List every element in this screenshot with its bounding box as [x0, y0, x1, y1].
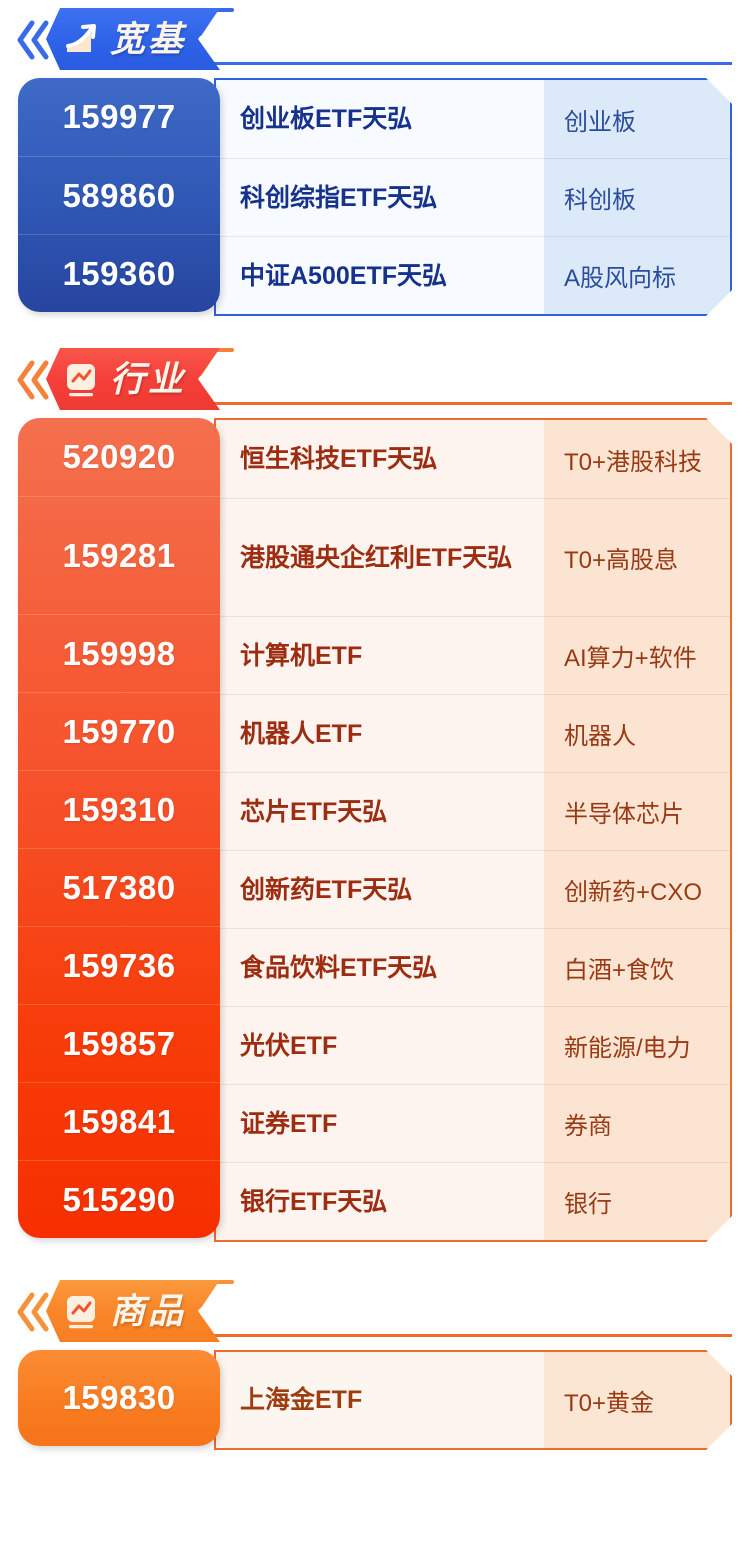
fund-name-cell: 机器人ETF: [216, 694, 544, 772]
badge-label: 商品: [110, 1291, 187, 1331]
table-row[interactable]: 芯片ETF天弘 半导体芯片: [216, 772, 730, 850]
fund-name-cell: 港股通央企红利ETF天弘: [216, 498, 544, 616]
fund-name-cell: 科创综指ETF天弘: [216, 158, 544, 236]
chevron-decoration: [16, 20, 50, 60]
line-chart-square-icon: [64, 362, 98, 398]
table-row[interactable]: 科创综指ETF天弘 科创板: [216, 158, 730, 236]
fund-code-cell[interactable]: 159841: [18, 1082, 220, 1160]
fund-code-cell[interactable]: 589860: [18, 156, 220, 234]
fund-code-cell[interactable]: 159310: [18, 770, 220, 848]
double-chevron-left-icon: [17, 360, 49, 400]
fund-code-cell[interactable]: 159830: [62, 1379, 176, 1416]
fund-name-cell: 证券ETF: [216, 1084, 544, 1162]
table-row[interactable]: 恒生科技ETF天弘 T0+港股科技: [216, 420, 730, 498]
header-rule: [214, 62, 732, 65]
section-industry: 行业 恒生科技ETF天弘 T0+港股科技 港股通央企红利ETF天弘 T0+高股息 计算机E…: [0, 340, 750, 1242]
chevron-decoration: [16, 360, 50, 400]
fund-code-cell[interactable]: 520920: [62, 438, 176, 475]
fund-code-cell[interactable]: 159770: [18, 692, 220, 770]
fund-code-cell[interactable]: 159998: [18, 614, 220, 692]
header-rule: [214, 1334, 732, 1337]
table-industry: 恒生科技ETF天弘 T0+港股科技 港股通央企红利ETF天弘 T0+高股息 计算机ETF…: [18, 418, 732, 1242]
table-body-broad_based: 创业板ETF天弘 创业板 科创综指ETF天弘 科创板 中证A500ETF天弘 A股风向标: [214, 78, 732, 316]
fund-tag-cell: 机器人: [544, 694, 730, 772]
fund-code-cell[interactable]: 159857: [18, 1004, 220, 1082]
table-row[interactable]: 光伏ETF 新能源/电力: [216, 1006, 730, 1084]
fund-name-cell: 上海金ETF: [216, 1352, 544, 1448]
table-row[interactable]: 上海金ETF T0+黄金: [216, 1352, 730, 1448]
fund-tag-cell: A股风向标: [544, 236, 730, 314]
badge-label: 宽基: [110, 19, 187, 59]
badge-industry[interactable]: 行业: [46, 348, 220, 410]
badge-label: 行业: [110, 359, 187, 399]
etf-product-board: 宽基 创业板ETF天弘 创业板 科创综指ETF天弘 科创板 中证A500ETF天弘 A股风向…: [0, 0, 750, 1450]
fund-code-cell[interactable]: 517380: [18, 848, 220, 926]
table-row[interactable]: 创新药ETF天弘 创新药+CXO: [216, 850, 730, 928]
fund-tag-cell: 创新药+CXO: [544, 850, 730, 928]
section-header-industry: 行业: [0, 340, 750, 418]
table-row[interactable]: 银行ETF天弘 银行: [216, 1162, 730, 1240]
fund-tag-cell: T0+高股息: [544, 498, 730, 616]
fund-name-cell: 恒生科技ETF天弘: [216, 420, 544, 498]
double-chevron-left-icon: [17, 1292, 49, 1332]
fund-name-cell: 计算机ETF: [216, 616, 544, 694]
fund-name-cell: 芯片ETF天弘: [216, 772, 544, 850]
fund-code-cell[interactable]: 159281: [18, 496, 220, 614]
line-chart-square-icon: [64, 362, 98, 396]
trend-up-area-icon: [64, 22, 98, 56]
table-commodity: 上海金ETF T0+黄金 159830: [18, 1350, 732, 1450]
section-header-commodity: 商品: [0, 1272, 750, 1350]
fund-tag-cell: 券商: [544, 1084, 730, 1162]
table-row[interactable]: 计算机ETF AI算力+软件: [216, 616, 730, 694]
section-header-broad_based: 宽基: [0, 0, 750, 78]
table-body-commodity: 上海金ETF T0+黄金: [214, 1350, 732, 1450]
section-commodity: 商品 上海金ETF T0+黄金 159830: [0, 1272, 750, 1450]
table-row[interactable]: 港股通央企红利ETF天弘 T0+高股息: [216, 498, 730, 616]
fund-tag-cell: 科创板: [544, 158, 730, 236]
fund-name-cell: 中证A500ETF天弘: [216, 236, 544, 314]
badge-commodity[interactable]: 商品: [46, 1280, 220, 1342]
code-column-industry: 520920 159281 159998 159770 159310 517380 1597…: [18, 418, 220, 1238]
section-gap: [0, 1242, 750, 1272]
code-column-broad_based: 159977 589860 159360: [18, 78, 220, 312]
table-broad_based: 创业板ETF天弘 创业板 科创综指ETF天弘 科创板 中证A500ETF天弘 A股风向标 1…: [18, 78, 732, 316]
line-chart-square-icon: [64, 1294, 98, 1330]
fund-name-cell: 创新药ETF天弘: [216, 850, 544, 928]
fund-name-cell: 光伏ETF: [216, 1006, 544, 1084]
fund-code-cell[interactable]: 159360: [18, 234, 220, 312]
fund-tag-cell: 创业板: [544, 80, 730, 158]
fund-name-cell: 食品饮料ETF天弘: [216, 928, 544, 1006]
fund-tag-cell: T0+黄金: [544, 1352, 730, 1448]
chevron-decoration: [16, 1292, 50, 1332]
fund-name-cell: 银行ETF天弘: [216, 1162, 544, 1240]
table-row[interactable]: 食品饮料ETF天弘 白酒+食饮: [216, 928, 730, 1006]
table-row[interactable]: 创业板ETF天弘 创业板: [216, 80, 730, 158]
section-broad_based: 宽基 创业板ETF天弘 创业板 科创综指ETF天弘 科创板 中证A500ETF天弘 A股风向…: [0, 0, 750, 316]
table-row[interactable]: 证券ETF 券商: [216, 1084, 730, 1162]
line-chart-square-icon: [64, 1294, 98, 1328]
badge-broad_based[interactable]: 宽基: [46, 8, 220, 70]
fund-tag-cell: 新能源/电力: [544, 1006, 730, 1084]
table-body-industry: 恒生科技ETF天弘 T0+港股科技 港股通央企红利ETF天弘 T0+高股息 计算机ETF…: [214, 418, 732, 1242]
fund-tag-cell: AI算力+软件: [544, 616, 730, 694]
fund-tag-cell: 银行: [544, 1162, 730, 1240]
code-column-commodity: 159830: [18, 1350, 220, 1446]
fund-tag-cell: 半导体芯片: [544, 772, 730, 850]
fund-tag-cell: T0+港股科技: [544, 420, 730, 498]
double-chevron-left-icon: [17, 20, 49, 60]
fund-name-cell: 创业板ETF天弘: [216, 80, 544, 158]
fund-code-cell[interactable]: 159977: [62, 98, 176, 135]
fund-code-cell[interactable]: 515290: [18, 1160, 220, 1238]
section-gap: [0, 316, 750, 340]
trend-up-area-icon: [64, 22, 98, 56]
table-row[interactable]: 机器人ETF 机器人: [216, 694, 730, 772]
table-row[interactable]: 中证A500ETF天弘 A股风向标: [216, 236, 730, 314]
header-rule: [214, 402, 732, 405]
fund-tag-cell: 白酒+食饮: [544, 928, 730, 1006]
fund-code-cell[interactable]: 159736: [18, 926, 220, 1004]
